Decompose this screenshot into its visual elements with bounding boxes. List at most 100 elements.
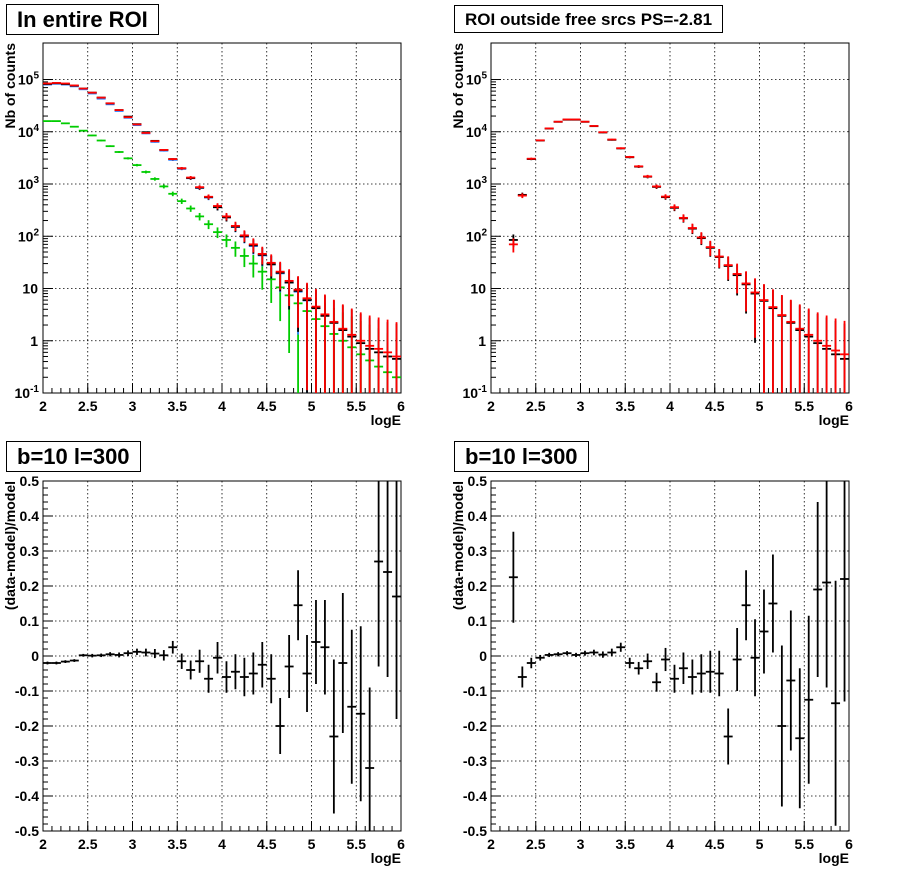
data-point <box>589 125 599 127</box>
data-point <box>338 304 348 393</box>
data-point <box>204 664 214 693</box>
data-point <box>562 118 572 121</box>
y-tick-label: 0 <box>31 648 39 664</box>
data-point <box>687 659 697 695</box>
data-point <box>168 158 178 161</box>
data-point <box>60 660 70 663</box>
data-point <box>338 593 348 733</box>
data-point <box>813 502 823 677</box>
plot-frame <box>490 480 850 832</box>
x-tick-label: 5.5 <box>347 398 367 414</box>
data-point <box>374 481 384 667</box>
data-point <box>535 654 545 661</box>
series-1 <box>508 118 849 393</box>
data-point <box>123 650 133 656</box>
plot-frame <box>42 480 402 832</box>
data-point <box>670 664 679 693</box>
y-tick-label: 102 <box>18 227 40 244</box>
title-panel-2: ROI outside free srcs PS=-2.81 <box>454 5 724 33</box>
data-point <box>544 652 554 658</box>
data-point <box>311 288 321 393</box>
data-point <box>177 653 187 669</box>
data-point <box>177 198 187 204</box>
data-point <box>526 657 536 669</box>
y-tick-label: 10 <box>22 281 38 297</box>
data-point <box>750 619 760 697</box>
chart-panel-2: 2 2.5 3 3.5 4 4.5 5 5.5 6 10-1 1 10 102 103 104 105 logE… <box>450 42 853 428</box>
data-point <box>831 318 841 393</box>
x-tick-label: 5.5 <box>347 836 367 852</box>
y-tick-label: 0.1 <box>20 613 40 629</box>
data-layer <box>508 481 849 826</box>
data-point <box>795 668 805 809</box>
data-point <box>714 248 724 268</box>
data-point <box>759 284 769 393</box>
data-point <box>51 661 61 665</box>
y-tick-label: 0.5 <box>20 473 40 489</box>
y-tick-label: 10-1 <box>463 384 488 401</box>
x-tick-label: 3 <box>577 398 585 414</box>
data-point <box>598 651 608 658</box>
series-2 <box>508 118 849 393</box>
y-tick-label: 104 <box>466 123 488 140</box>
y-tick-label: 0.3 <box>468 543 488 559</box>
data-point <box>705 240 715 256</box>
data-point <box>293 276 303 328</box>
data-point <box>777 295 787 393</box>
data-point <box>356 626 366 802</box>
data-point <box>383 481 393 677</box>
series-1 <box>508 481 849 826</box>
data-point <box>87 653 97 658</box>
data-point <box>186 660 196 680</box>
x-tick-label: 6 <box>845 398 853 414</box>
y-tick-label: -0.3 <box>463 753 487 769</box>
data-point <box>230 241 240 257</box>
data-point <box>114 109 124 111</box>
data-point <box>141 648 151 657</box>
data-point <box>195 212 205 221</box>
series-2 <box>43 82 401 393</box>
data-point <box>69 659 79 662</box>
data-point <box>195 185 205 190</box>
title-panel-3: b=10 l=300 <box>6 441 141 472</box>
data-point <box>248 652 258 695</box>
data-point <box>69 125 79 128</box>
data-point <box>266 654 276 704</box>
data-point <box>634 165 644 168</box>
data-point <box>168 191 178 197</box>
data-point <box>374 317 384 393</box>
data-point <box>168 640 178 654</box>
data-point <box>723 256 733 280</box>
x-tick-label: 2.5 <box>78 398 98 414</box>
y-tick-label: 1 <box>30 333 38 349</box>
y-tick-label: -0.5 <box>15 823 39 839</box>
data-point <box>132 123 142 126</box>
x-tick-label: 6 <box>397 398 405 414</box>
data-point <box>705 650 715 693</box>
y-tick-label: 0.5 <box>468 473 488 489</box>
data-point <box>714 650 724 697</box>
data-point <box>222 661 231 693</box>
x-tick-label: 3.5 <box>616 398 636 414</box>
data-point <box>383 319 393 393</box>
data-point <box>768 289 778 393</box>
data-point <box>248 238 258 253</box>
y-tick-label: 0.4 <box>468 508 488 524</box>
data-point <box>589 649 599 656</box>
x-tick-label: 5 <box>756 398 764 414</box>
data-point <box>696 232 706 245</box>
x-tick-label: 5.5 <box>795 398 815 414</box>
data-point <box>123 116 133 119</box>
data-point <box>571 652 581 658</box>
data-point <box>284 635 294 698</box>
data-point <box>687 223 697 234</box>
data-point <box>616 147 626 150</box>
data-point <box>43 120 52 123</box>
x-axis-title: logE <box>371 850 401 866</box>
y-tick-label: 103 <box>18 175 40 192</box>
data-point <box>275 261 285 290</box>
y-tick-label: 0.3 <box>20 543 40 559</box>
data-point <box>222 234 231 248</box>
data-point <box>239 248 249 268</box>
